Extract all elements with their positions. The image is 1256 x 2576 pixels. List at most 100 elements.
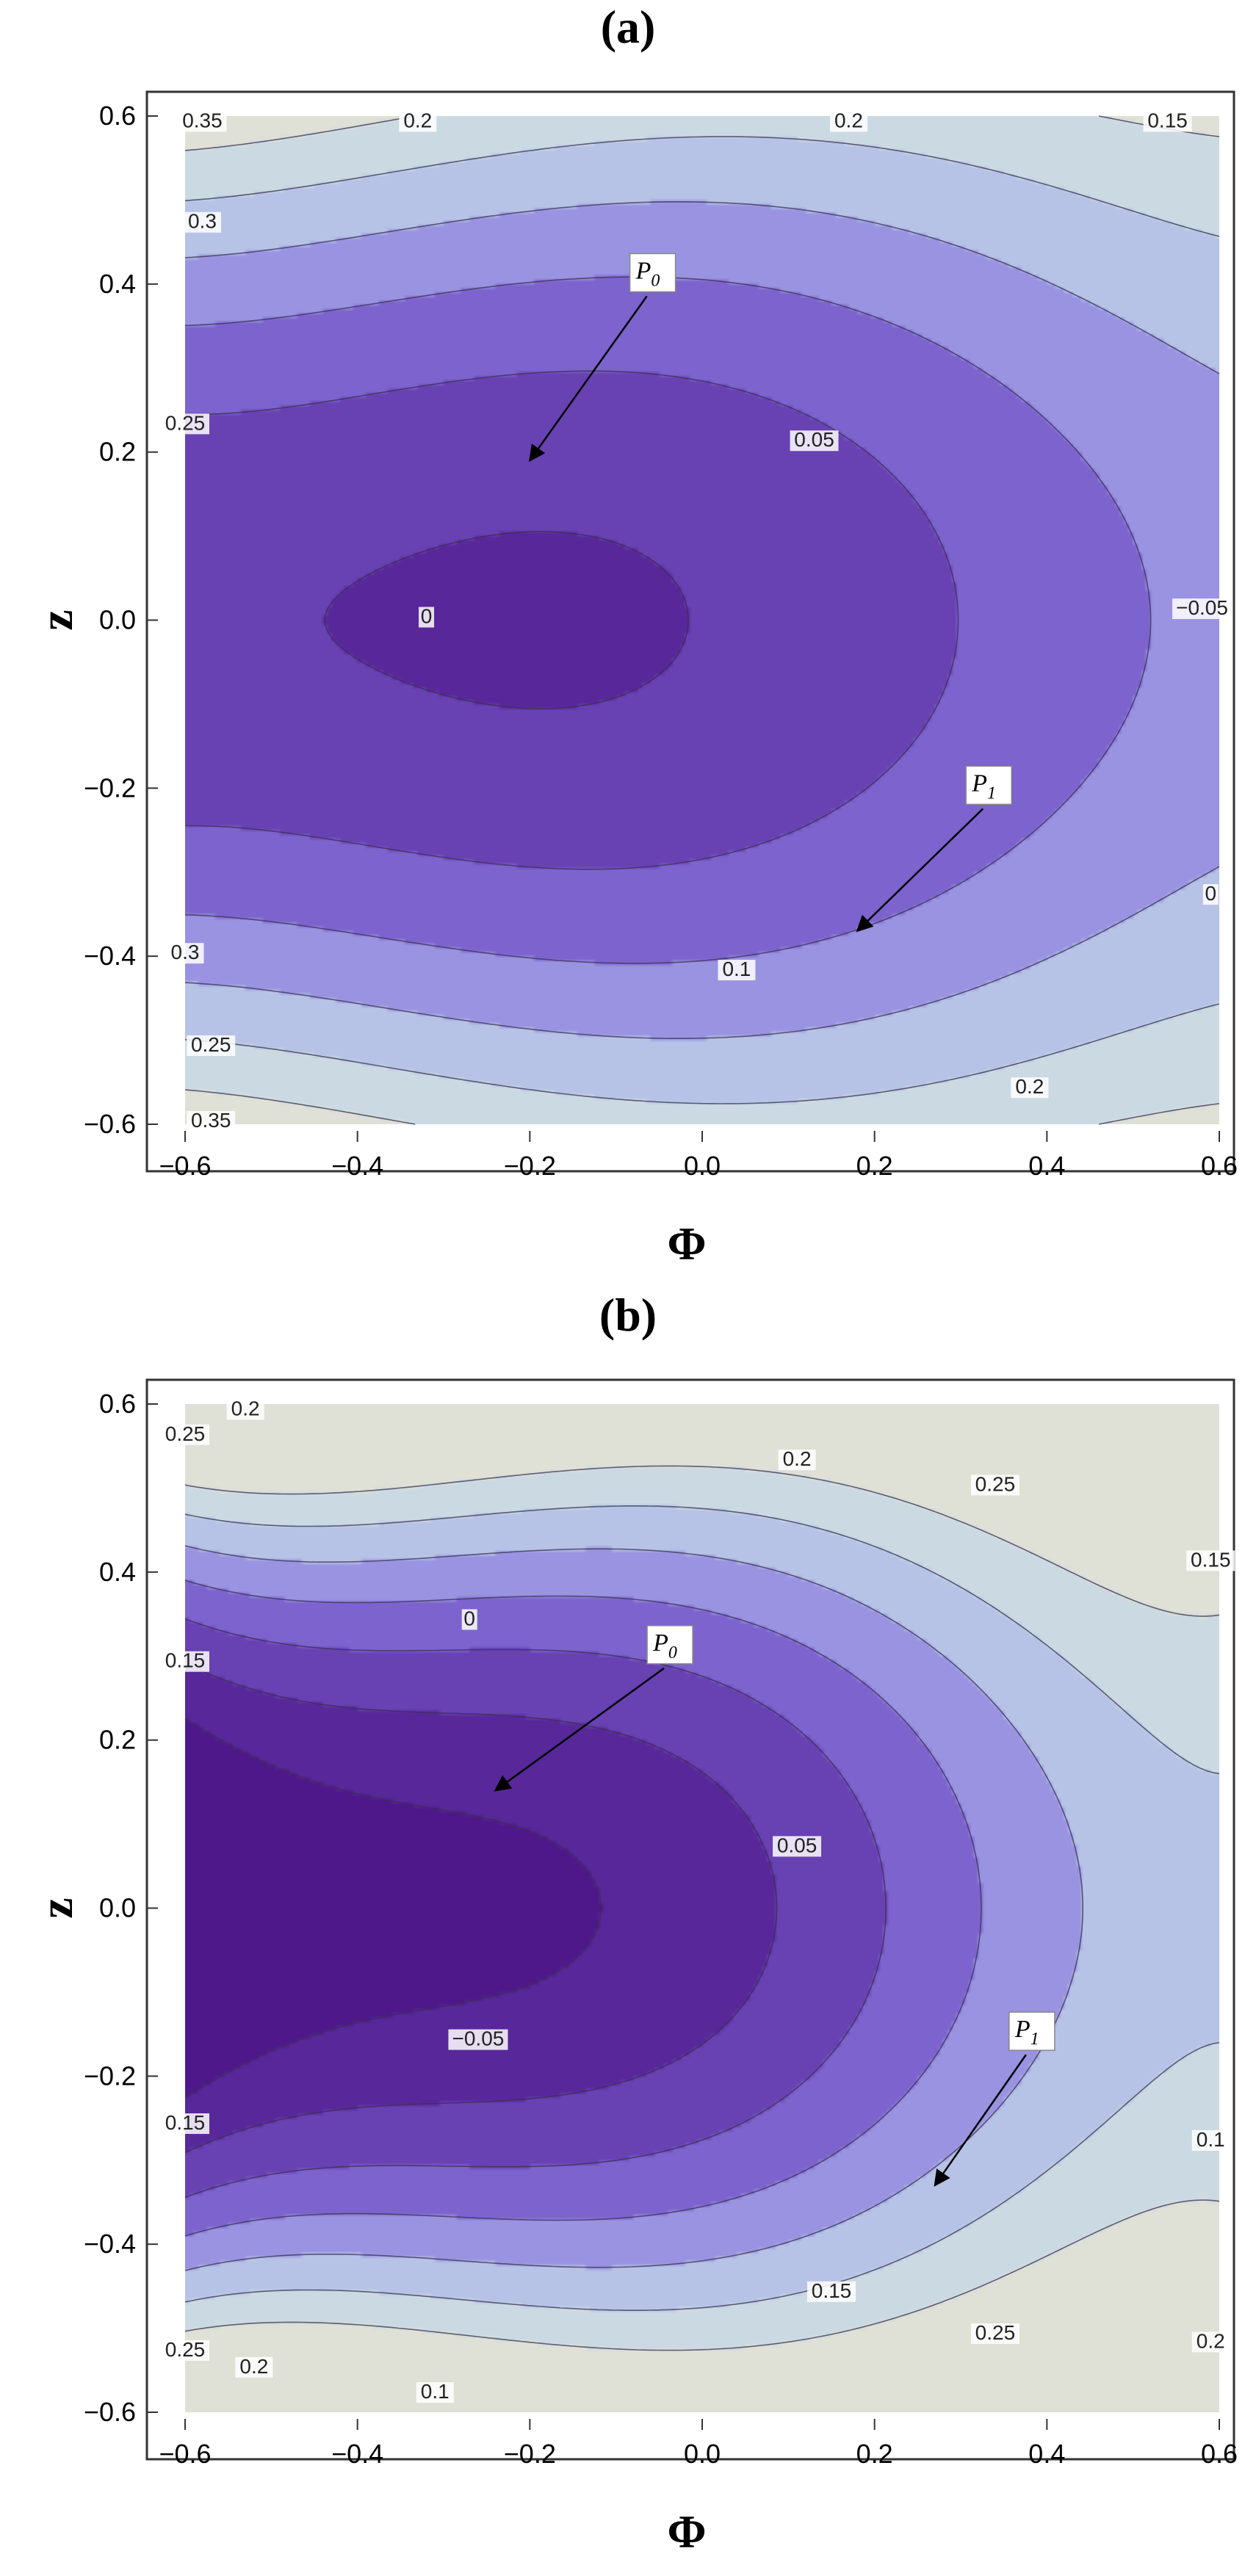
plot-frame <box>145 1378 1235 2461</box>
y-axis: 0.6 0.4 0.2 0.0 −0.2 −0.4 −0.6 <box>84 1389 158 2427</box>
panel-b-title: (b) <box>599 1289 657 1341</box>
contour-label-bg <box>718 960 756 981</box>
point-label-box <box>1008 2011 1055 2051</box>
contour-lines <box>184 115 1220 1125</box>
point-label-box <box>629 253 676 293</box>
contour-label: 0.1 <box>1197 2128 1225 2151</box>
contour-lines <box>184 1465 1220 2351</box>
x-tick-label: 0.4 <box>1028 1151 1065 1181</box>
contour-label: 0.3 <box>171 941 200 963</box>
contour-label-bg <box>161 1424 209 1445</box>
contour-label: 0 <box>1205 882 1216 905</box>
y-tick-label: 0.2 <box>99 1725 136 1755</box>
contour-label-bg <box>161 2340 209 2361</box>
y-tick-label: 0.4 <box>99 1557 136 1587</box>
contour-label: 0.25 <box>191 1033 231 1056</box>
contour-label: 0.25 <box>975 2321 1016 2344</box>
contour-line <box>184 1663 778 2154</box>
contour-label-bg <box>778 1450 816 1471</box>
contour-label-bg <box>178 111 227 132</box>
point-label-box <box>646 1625 693 1665</box>
point-arrow <box>529 295 648 462</box>
contour-label: −0.05 <box>1176 596 1228 619</box>
contour-label: 0.35 <box>191 1109 231 1132</box>
contour-label: 0 <box>463 1607 475 1629</box>
contour-label: 0.15 <box>1147 109 1188 131</box>
y-axis: 0.6 0.4 0.2 0.0 −0.2 −0.4 −0.6 <box>84 101 158 1139</box>
x-tick-label: −0.2 <box>504 2439 556 2469</box>
x-tick-label: 0.6 <box>1201 2439 1238 2469</box>
y-tick-label: −0.4 <box>84 941 136 971</box>
y-tick-label: 0.4 <box>99 269 136 299</box>
critical-point-p0: P0 <box>529 253 676 462</box>
x-tick-label: 0.2 <box>856 1151 893 1181</box>
x-tick-label: −0.2 <box>504 1151 556 1181</box>
contour-label-bg <box>448 2029 508 2050</box>
contour-label-bg <box>166 943 204 964</box>
contour-label: 0.25 <box>975 1472 1016 1495</box>
contour-line <box>184 201 1220 1039</box>
y-axis-label: z <box>30 609 82 630</box>
contour-label: 0.25 <box>165 411 206 434</box>
contour-label-bg <box>773 1836 822 1857</box>
contour-label-bg <box>1186 1550 1235 1571</box>
x-tick-label: 0.4 <box>1028 2439 1065 2469</box>
contour-plot-b: −0.6 −0.4 −0.2 0.0 0.2 0.4 0.6 0.6 0.4 0.2 0.0 −0.2… <box>30 1378 1238 2558</box>
x-tick-label: −0.6 <box>159 2439 211 2469</box>
x-axis: −0.6 −0.4 −0.2 0.0 0.2 0.4 0.6 <box>159 2419 1238 2469</box>
contour-label-bg <box>399 111 437 132</box>
contour-plot-a: −0.6 −0.4 −0.2 0.0 0.2 0.4 0.6 0.6 0.4 0.2 0.0 −0.2… <box>30 90 1238 1270</box>
y-tick-label: −0.6 <box>84 1109 136 1139</box>
contour-label: 0.1 <box>421 2380 450 2403</box>
contour-label: 0.2 <box>403 109 432 131</box>
contour-label-bg <box>183 211 221 233</box>
contour-labels: 0.2 0.25 0.2 0.25 0.15 0 0.15 0.05 −0.05 0.15 0.1 0… <box>161 1397 1235 2403</box>
contour-label: 0.15 <box>812 2279 852 2302</box>
contour-label-bg <box>416 2382 454 2403</box>
contour-line <box>184 1505 1220 2311</box>
contour-label-bg <box>1191 2130 1230 2151</box>
contour-label: 0.05 <box>777 1834 818 1856</box>
contour-label: 0.25 <box>165 1422 206 1445</box>
x-tick-label: 0.0 <box>684 2439 721 2469</box>
y-tick-label: −0.2 <box>84 2061 136 2091</box>
point-label-box <box>965 765 1012 806</box>
contour-line <box>324 531 690 709</box>
contour-label-bg <box>161 413 209 435</box>
contour-line <box>184 276 1152 964</box>
panel-a: (a) −0.6 −0.4 −0.2 0.0 0.2 0.4 0.6 0.6 0.4 0.2 0.0… <box>30 1 1238 1270</box>
critical-point-p1: P1 <box>934 2011 1055 2187</box>
x-tick-label: 0.2 <box>856 2439 893 2469</box>
contour-label-bg <box>226 1399 264 1420</box>
x-tick-label: −0.4 <box>331 2439 383 2469</box>
x-tick-label: −0.4 <box>331 1151 383 1181</box>
y-tick-label: 0.6 <box>99 1389 136 1419</box>
x-axis-label: Φ <box>667 1218 706 1270</box>
contour-label-bg <box>187 1035 236 1057</box>
point-arrow <box>856 808 984 933</box>
contour-line <box>184 1580 982 2237</box>
contour-label-bg <box>1172 598 1232 620</box>
y-tick-label: −0.4 <box>84 2229 136 2259</box>
y-tick-label: −0.6 <box>84 2397 136 2427</box>
contour-label-bg <box>970 1475 1019 1496</box>
contour-label: 0.2 <box>239 2355 268 2378</box>
contour-label: −0.05 <box>452 2027 505 2050</box>
contour-label: 0.2 <box>783 1447 812 1470</box>
x-axis-label: Φ <box>667 2506 706 2558</box>
contour-fill <box>185 1404 1219 2412</box>
y-tick-label: 0.0 <box>99 605 136 635</box>
contour-label: 0 <box>421 605 433 628</box>
contour-label: 0.15 <box>165 2111 206 2134</box>
contour-label: 0.2 <box>1015 1075 1044 1098</box>
contour-label-bg <box>790 430 839 452</box>
point-arrow <box>494 1667 665 1792</box>
contour-label-bg <box>1191 2331 1230 2353</box>
contour-line <box>184 1465 1220 2351</box>
contour-label: 0.35 <box>182 109 223 131</box>
contour-label: 0.15 <box>165 1649 206 1672</box>
point-arrow <box>934 2054 1027 2187</box>
contour-label-bg <box>807 2281 856 2302</box>
contour-label: 0.2 <box>834 109 863 131</box>
x-tick-label: 0.6 <box>1201 1151 1238 1181</box>
